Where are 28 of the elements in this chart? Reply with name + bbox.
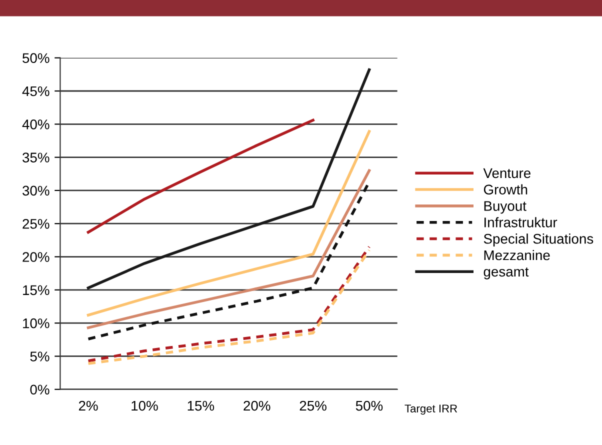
- x-tick-label: 25%: [300, 400, 326, 411]
- x-tick-label: 20%: [244, 400, 270, 411]
- x-tick-label: 10%: [132, 400, 158, 411]
- legend-label: Growth: [484, 184, 528, 194]
- y-tick-label: 50%: [22, 53, 50, 64]
- y-tick-label: 0%: [30, 384, 50, 395]
- y-tick-label: 30%: [22, 186, 50, 196]
- y-tick-label: 35%: [22, 152, 50, 162]
- legend-label: Special Situations: [484, 234, 594, 247]
- legend-label: gesamt: [484, 267, 529, 280]
- line-series: [86, 130, 371, 317]
- y-tick-label: 5%: [30, 352, 50, 362]
- legend-label: Mezzanine: [484, 250, 550, 260]
- x-tick-label: 50%: [356, 400, 383, 411]
- y-tick-label: 15%: [23, 285, 50, 296]
- line-series: [86, 118, 314, 234]
- y-tick-label: 25%: [22, 218, 50, 229]
- x-axis-title: Target IRR: [404, 404, 458, 415]
- y-tick-label: 10%: [23, 318, 50, 328]
- legend-label: Infrastruktur: [484, 217, 558, 228]
- y-tick-label: 40%: [22, 119, 50, 130]
- line-series: [86, 68, 371, 290]
- x-tick-label: 2%: [78, 400, 98, 411]
- y-tick-label: 20%: [22, 252, 50, 262]
- legend-label: Venture: [483, 168, 530, 178]
- y-tick-label: 45%: [22, 86, 50, 96]
- x-tick-label: 15%: [188, 400, 214, 411]
- legend-label: Buyout: [484, 201, 526, 214]
